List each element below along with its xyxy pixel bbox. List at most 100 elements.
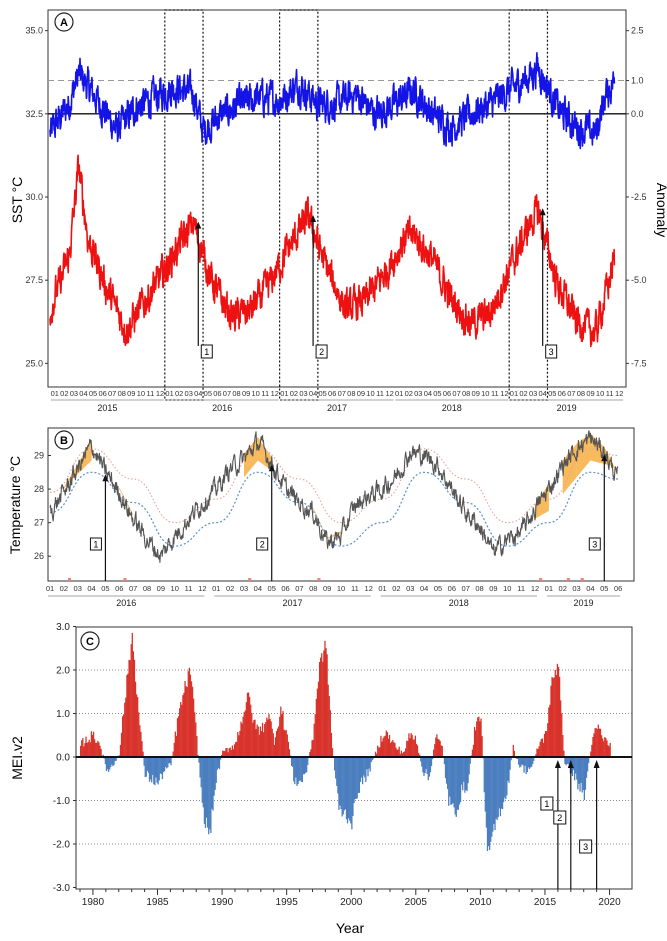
- month-tick-label: 09: [586, 389, 594, 398]
- bar-positive: [397, 749, 399, 757]
- bar-positive: [593, 733, 595, 757]
- marker-arrow-2: [310, 214, 317, 222]
- bar-negative: [336, 757, 338, 786]
- bar-negative: [530, 757, 533, 767]
- marker-label-3: 3: [592, 540, 597, 550]
- month-tick-label: 02: [519, 389, 527, 398]
- bar-positive: [557, 666, 560, 757]
- bar-positive: [255, 729, 257, 757]
- left-tick-label: 28: [34, 484, 44, 494]
- bar-negative: [339, 757, 341, 806]
- bar-positive: [274, 737, 277, 757]
- right-tick-label: 2.5: [631, 26, 644, 36]
- bar-negative: [155, 757, 157, 778]
- bar-negative: [588, 757, 590, 764]
- bar-negative: [219, 757, 222, 760]
- month-tick-label: 10: [337, 584, 345, 593]
- bar-positive: [230, 750, 232, 757]
- bar-negative: [338, 757, 340, 810]
- bar-positive: [606, 740, 608, 757]
- marker-box-2: [315, 344, 328, 359]
- bar-positive: [594, 728, 596, 757]
- bar-negative: [462, 757, 464, 791]
- anomaly-line: [49, 52, 616, 150]
- bar-positive: [246, 692, 249, 757]
- bar-negative: [214, 757, 216, 790]
- panel-b-year-labels: 2016 2017 2018 2019: [48, 595, 621, 608]
- bar-positive: [598, 728, 601, 757]
- bar-negative: [523, 757, 525, 773]
- bar-positive: [472, 744, 475, 757]
- panel-a-right-axis-label: Anomaly: [654, 183, 667, 237]
- marker-arrow-3: [601, 454, 608, 462]
- bar-positive: [285, 729, 287, 757]
- left-tick-label: 27: [34, 518, 44, 528]
- panel-a-right-ticks: 2.5 1.0 0.0 -2.5 -5.0 -7.5: [626, 26, 647, 368]
- bar-negative: [424, 757, 426, 774]
- month-tick-label: 01: [378, 584, 386, 593]
- bar-positive: [85, 736, 87, 757]
- bar-positive: [538, 746, 540, 757]
- month-tick-label: 12: [156, 389, 164, 398]
- bar-negative: [575, 757, 577, 774]
- bar-negative: [149, 757, 152, 780]
- bar-positive: [176, 718, 179, 757]
- bar-positive: [283, 729, 285, 757]
- bar-negative: [301, 757, 303, 783]
- month-tick-label: 01: [510, 389, 518, 398]
- bar-negative: [454, 757, 456, 815]
- bar-negative: [212, 757, 214, 811]
- month-tick-label: 05: [548, 389, 556, 398]
- bar-positive: [412, 739, 414, 757]
- bar-positive: [309, 751, 311, 757]
- bar-positive: [330, 732, 333, 757]
- year-label: 2017: [282, 598, 302, 608]
- bar-positive: [384, 735, 386, 757]
- month-tick-label: 09: [472, 389, 480, 398]
- bar-negative: [104, 757, 107, 765]
- bar-positive: [264, 724, 266, 757]
- bar-negative: [469, 757, 471, 764]
- bar-negative: [457, 757, 460, 810]
- left-tick-label: 1.0: [56, 709, 70, 720]
- bar-positive: [140, 731, 142, 757]
- bar-positive: [128, 659, 130, 757]
- bar-positive: [375, 753, 378, 757]
- bar-negative: [111, 757, 113, 765]
- bar-negative: [109, 757, 111, 770]
- bar-positive: [562, 734, 564, 757]
- panel-c-label: C: [86, 636, 94, 648]
- bar-positive: [188, 667, 190, 757]
- bar-negative: [496, 757, 498, 820]
- bar-negative: [169, 757, 171, 764]
- bar-positive: [512, 744, 514, 757]
- bar-positive: [254, 719, 256, 757]
- left-tick-label: 32.5: [25, 109, 43, 119]
- bar-negative: [421, 757, 423, 767]
- bar-positive: [396, 749, 398, 757]
- bar-negative: [505, 757, 507, 800]
- bar-positive: [243, 712, 245, 757]
- bar-positive: [327, 684, 329, 757]
- bar-negative: [342, 757, 344, 815]
- month-tick-label: 05: [268, 584, 276, 593]
- bar-positive: [434, 744, 436, 757]
- bar-positive: [195, 722, 197, 757]
- bar-positive: [177, 716, 180, 757]
- bar-negative: [202, 757, 204, 808]
- marker-box-2: [256, 537, 269, 551]
- heatwave-tick-7: [580, 578, 584, 581]
- bar-negative: [509, 757, 511, 770]
- left-tick-label: 30.0: [25, 192, 43, 202]
- month-tick-label: 08: [347, 389, 355, 398]
- bar-negative: [294, 757, 296, 785]
- bar-positive: [413, 739, 415, 757]
- bar-positive: [262, 732, 265, 757]
- bar-positive: [88, 739, 90, 757]
- bar-positive: [441, 746, 443, 757]
- bar-positive: [471, 749, 474, 757]
- bar-negative: [357, 757, 359, 793]
- bar-negative: [290, 757, 293, 766]
- bar-positive: [278, 726, 280, 757]
- bar-negative: [526, 757, 528, 773]
